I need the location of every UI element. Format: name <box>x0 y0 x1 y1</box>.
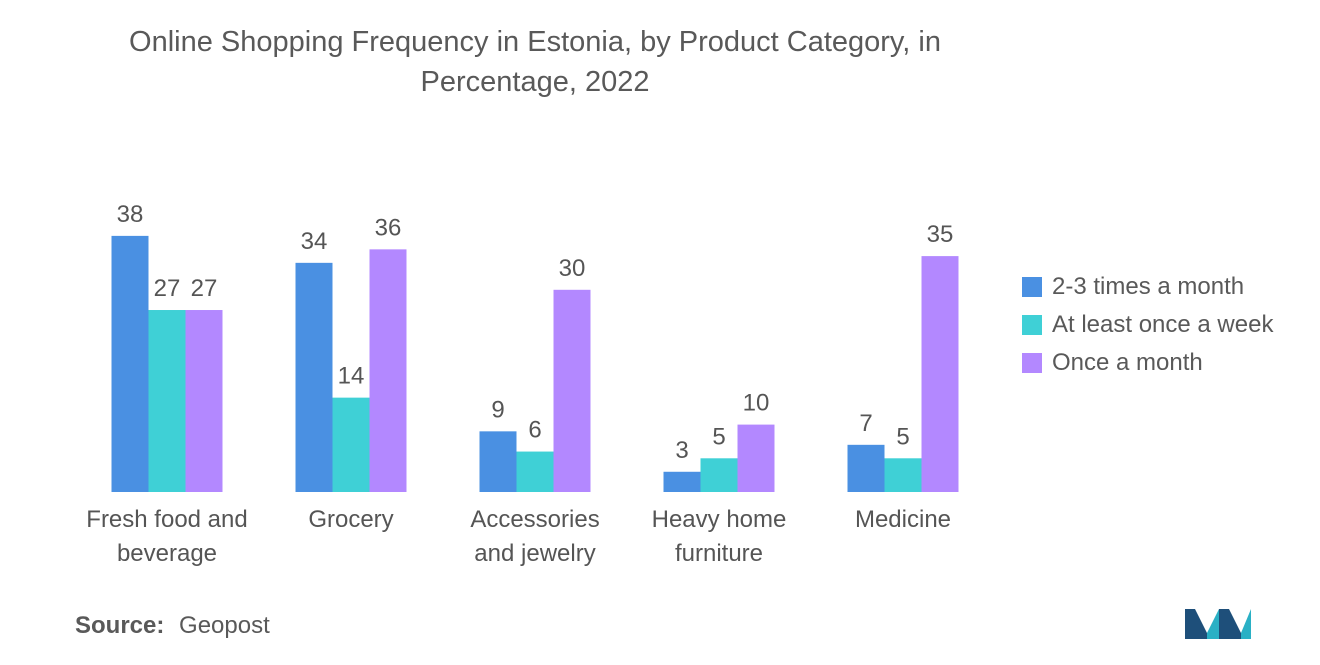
chart-title: Online Shopping Frequency in Estonia, by… <box>30 22 1040 102</box>
legend-label: Once a month <box>1052 349 1203 376</box>
bar <box>700 458 738 492</box>
chart-legend: 2-3 times a month At least once a week O… <box>1022 268 1273 382</box>
bar <box>663 471 701 492</box>
legend-swatch <box>1022 277 1042 297</box>
data-label: 38 <box>117 201 144 228</box>
bar <box>847 444 885 492</box>
data-label: 27 <box>191 275 218 302</box>
data-label: 27 <box>154 275 181 302</box>
data-label: 30 <box>559 255 586 282</box>
bar <box>884 458 922 492</box>
source-label: Source: <box>75 612 165 639</box>
data-label: 5 <box>712 423 725 450</box>
source-note: Source: Geopost <box>75 612 270 640</box>
data-label: 5 <box>896 423 909 450</box>
data-label: 36 <box>375 214 402 241</box>
data-label: 35 <box>927 221 954 248</box>
legend-swatch <box>1022 353 1042 373</box>
x-tick-label: Heavy home <box>652 506 787 533</box>
bar <box>921 256 959 492</box>
legend-item: 2-3 times a month <box>1022 268 1273 306</box>
x-tick-label: Fresh food and <box>86 506 247 533</box>
bar <box>148 310 186 492</box>
bar <box>369 249 407 492</box>
legend-swatch <box>1022 315 1042 335</box>
x-tick-label: Medicine <box>855 506 951 533</box>
data-label: 14 <box>338 363 365 390</box>
bar <box>479 431 517 492</box>
x-tick-label: Grocery <box>308 506 393 533</box>
data-label: 6 <box>528 417 541 444</box>
x-tick-label: Accessories <box>470 506 599 533</box>
bar <box>737 424 775 492</box>
source-value: Geopost <box>179 612 270 639</box>
x-tick-label: furniture <box>675 540 763 567</box>
data-label: 3 <box>675 437 688 464</box>
legend-label: 2-3 times a month <box>1052 273 1245 300</box>
legend-label: At least once a week <box>1052 311 1274 338</box>
x-tick-label: and jewelry <box>474 540 595 567</box>
data-label: 9 <box>491 396 504 423</box>
data-label: 10 <box>743 390 770 417</box>
bar <box>553 289 591 492</box>
data-label: 34 <box>301 228 328 255</box>
x-tick-label: beverage <box>117 540 217 567</box>
mordor-intelligence-logo-icon <box>1185 609 1251 639</box>
bar <box>295 262 333 492</box>
legend-item: At least once a week <box>1022 306 1273 344</box>
chart-title-line-2: Percentage, 2022 <box>420 66 650 98</box>
bar <box>516 451 554 492</box>
bar <box>111 235 149 492</box>
chart-title-line-1: Online Shopping Frequency in Estonia, by… <box>129 26 941 58</box>
legend-item: Once a month <box>1022 344 1273 382</box>
bar <box>332 397 370 492</box>
data-label: 7 <box>859 410 872 437</box>
bar <box>185 310 223 492</box>
